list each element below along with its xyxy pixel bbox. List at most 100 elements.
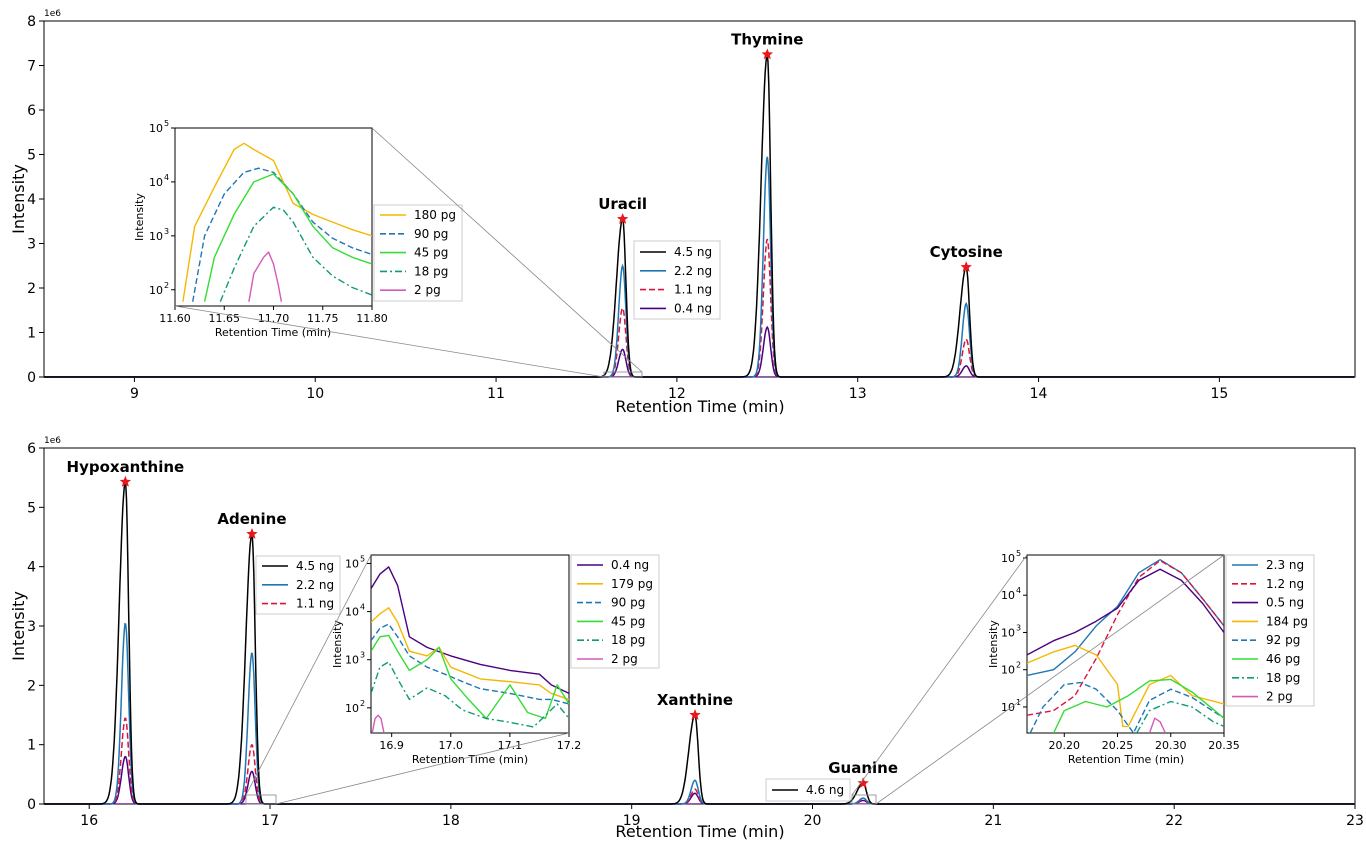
peak-label: Adenine	[217, 510, 286, 528]
x-tick-label: 22	[1165, 813, 1183, 829]
inset-y-tick-exponent: 2	[1016, 661, 1021, 670]
legend-entry: 184 pg	[1266, 614, 1308, 628]
legend-entry: 2 pg	[1266, 690, 1293, 704]
inset-y-tick-exponent: 5	[360, 554, 365, 563]
top-zoom-connector-1	[371, 127, 643, 373]
adenine-zoom-connector-2	[275, 732, 570, 805]
top-scale-label: 1e6	[44, 9, 61, 19]
guanine-inset-series-lines	[1027, 559, 1224, 733]
guanine-inset-legend: 2.3 ng 1.2 ng 0.5 ng 184 pg 92 pg 46 pg 18 pg 2…	[1225, 554, 1315, 707]
inset-x-tick-label: 11.80	[356, 312, 388, 325]
legend-entry: 4.5 ng	[674, 245, 712, 259]
x-tick-label: 21	[984, 813, 1002, 829]
bottom-y-ticks: 0 1 2 3 4 5 6	[27, 441, 44, 813]
x-tick-label: 17	[261, 813, 279, 829]
inset-y-tick-exponent: 4	[164, 173, 169, 182]
bottom-x-ticks: 16 17 18 19 20 21 22 23	[80, 804, 1364, 829]
peak-label: Cytosine	[930, 243, 1003, 261]
legend-entry: 46 pg	[1266, 652, 1300, 666]
inset-series-line-2	[203, 173, 372, 302]
legend-entry: 92 pg	[1266, 633, 1300, 647]
y-tick-label: 2	[27, 678, 36, 694]
inset-y-tick-exponent: 5	[164, 119, 169, 128]
inset-x-tick-label: 16.9	[379, 739, 404, 752]
inset-x-tick-label: 11.70	[258, 312, 290, 325]
top-zoom-connector-2	[174, 305, 605, 378]
inset-y-tick-exponent: 2	[164, 281, 169, 290]
guanine-zoom-connector-1	[851, 554, 1028, 796]
inset-y-tick-exponent: 2	[360, 699, 365, 708]
legend-entry: 18 pg	[1266, 671, 1300, 685]
x-tick-label: 15	[1210, 386, 1228, 402]
y-tick-label: 7	[27, 59, 36, 75]
guanine-zoom-connector-2	[875, 554, 1225, 805]
top-x-axis-label: Retention Time (min)	[615, 397, 784, 416]
bottom-x-axis-label: Retention Time (min)	[615, 822, 784, 841]
inset-series-group	[1027, 559, 1224, 733]
legend-entry: 90 pg	[611, 596, 645, 610]
bottom-scale-label: 1e6	[44, 436, 61, 446]
inset-y-tick-exponent: 3	[360, 651, 365, 660]
top-inset-x-label: Retention Time (min)	[215, 326, 331, 339]
legend-entry: 2.3 ng	[1266, 558, 1304, 572]
inset-series-line-5	[371, 714, 385, 733]
inset-series-line-2	[1027, 568, 1224, 656]
inset-series-line-0	[182, 142, 372, 302]
inset-x-tick-label: 17.2	[557, 739, 582, 752]
peak-marker	[119, 475, 132, 487]
legend-entry: 4.5 ng	[296, 559, 334, 573]
legend-entry: 180 pg	[414, 208, 456, 222]
peak-marker	[616, 213, 629, 224]
adenine-inset-series-lines	[371, 566, 569, 733]
inset-x-tick-label: 20.20	[1049, 739, 1081, 752]
inset-y-tick-label: 10	[149, 230, 163, 243]
y-tick-label: 3	[27, 619, 36, 635]
y-tick-label: 4	[27, 192, 36, 208]
bottom-peak-labels: Hypoxanthine Adenine Xanthine Guanine	[67, 458, 898, 789]
x-tick-label: 10	[306, 386, 324, 402]
top-x-ticks: 9 10 11 12 13 14 15	[130, 377, 1228, 402]
top-inset-y-label: Intensity	[133, 193, 146, 241]
inset-series-line-4	[371, 661, 569, 728]
inset-x-tick-label: 20.35	[1208, 739, 1240, 752]
legend-entry: 1.1 ng	[674, 283, 712, 297]
x-tick-label: 12	[668, 386, 686, 402]
adenine-inset-frame	[370, 554, 570, 734]
x-tick-label: 23	[1346, 813, 1364, 829]
peak-label: Hypoxanthine	[67, 458, 185, 476]
inset-series-line-1	[1027, 559, 1224, 716]
y-tick-label: 2	[27, 281, 36, 297]
x-tick-label: 13	[849, 386, 867, 402]
legend-entry: 45 pg	[414, 246, 448, 260]
x-tick-label: 11	[487, 386, 505, 402]
top-peak-labels: Uracil Thymine Cytosine	[598, 30, 1003, 272]
inset-y-tick-label: 10	[345, 606, 359, 619]
x-tick-label: 18	[442, 813, 460, 829]
peak-marker	[761, 48, 773, 60]
x-tick-label: 16	[80, 813, 98, 829]
legend-entry: 0.5 ng	[1266, 596, 1304, 610]
inset-x-tick-label: 20.25	[1102, 739, 1134, 752]
inset-y-tick-exponent: 3	[164, 227, 169, 236]
y-tick-label: 4	[27, 560, 36, 576]
inset-y-tick-label: 10	[1001, 552, 1015, 565]
legend-entry: 2.2 ng	[296, 578, 334, 592]
inset-y-tick-label: 10	[149, 176, 163, 189]
guanine-zoom-box	[851, 794, 877, 805]
y-tick-label: 6	[27, 103, 36, 119]
bottom-y-axis-label: Intensity	[9, 591, 28, 661]
y-tick-label: 0	[27, 370, 36, 386]
inset-x-tick-label: 20.30	[1155, 739, 1187, 752]
inset-x-tick-label: 11.60	[159, 312, 191, 325]
x-tick-label: 9	[130, 386, 139, 402]
top-y-ticks: 0 1 2 3 4 5 6 7 8	[27, 14, 44, 386]
inset-series-line-6	[1136, 700, 1224, 733]
inset-y-tick-exponent: 5	[1016, 549, 1021, 558]
adenine-zoom-connector-1	[245, 554, 372, 796]
legend-entry: 4.6 ng	[806, 783, 844, 797]
